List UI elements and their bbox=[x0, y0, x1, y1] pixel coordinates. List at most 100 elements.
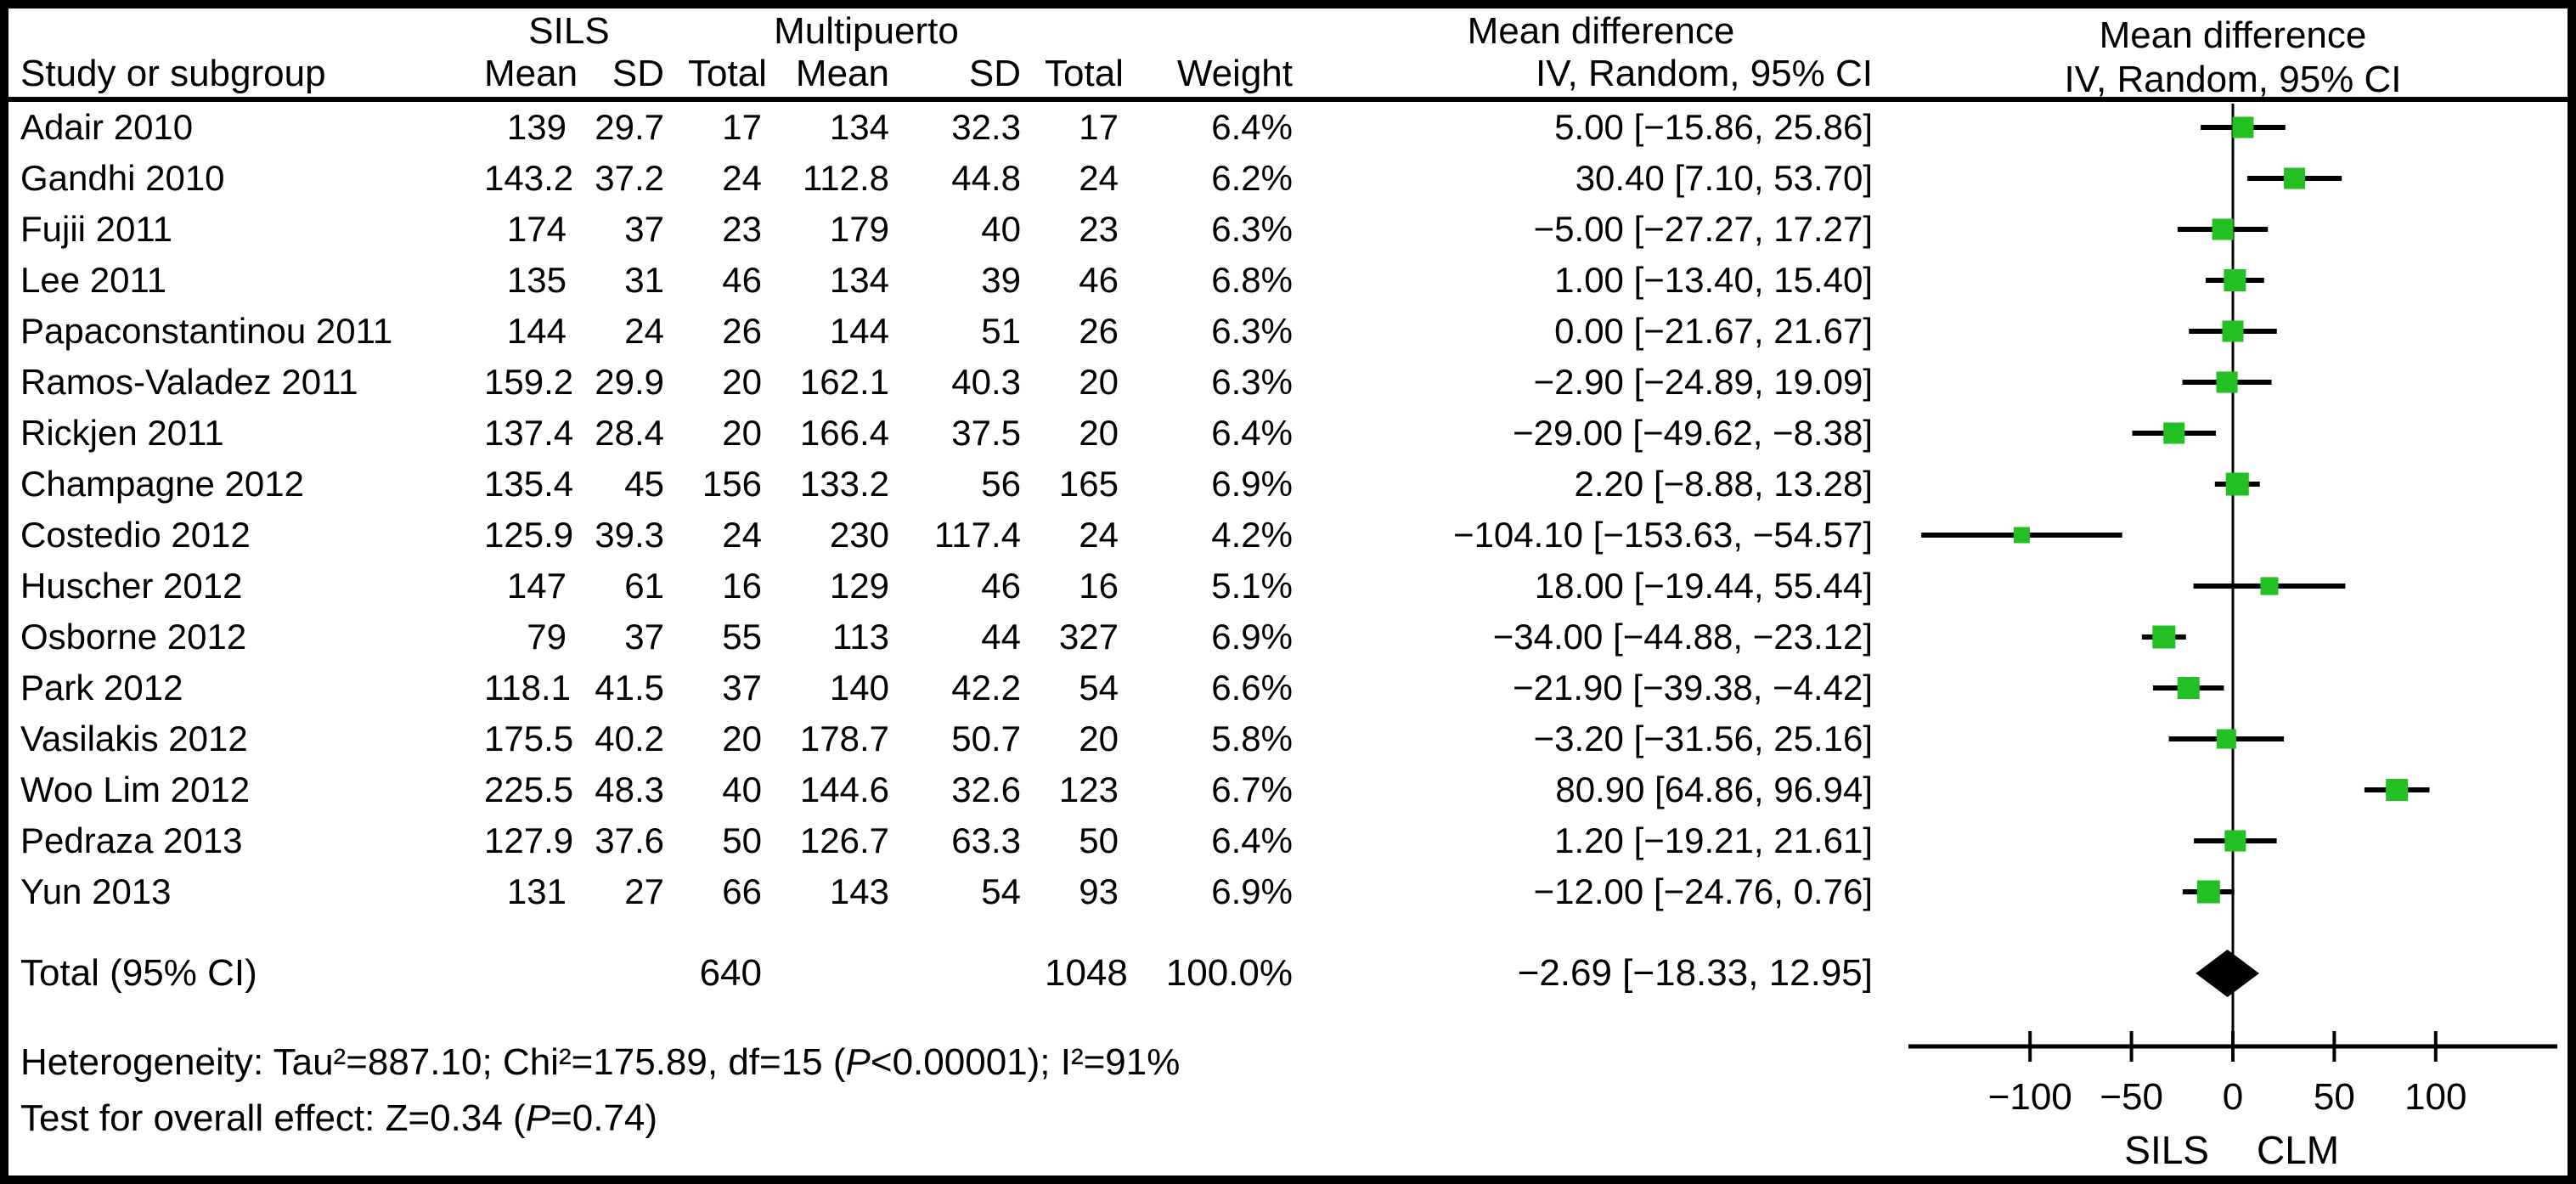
study-name: Lee 2011 bbox=[20, 260, 167, 300]
multi-mean: 144.6 bbox=[799, 770, 889, 809]
weight-value: 6.3% bbox=[1211, 209, 1293, 249]
multi-sd: 50.7 bbox=[951, 719, 1021, 758]
multi-total: 20 bbox=[1079, 719, 1119, 758]
total-diamond bbox=[2196, 950, 2259, 997]
effect-marker bbox=[2386, 779, 2409, 801]
total-weight: 100.0% bbox=[1165, 952, 1293, 994]
effect-marker bbox=[2177, 677, 2200, 699]
total-sd1-blank bbox=[590, 943, 688, 1004]
weight-value: 6.9% bbox=[1211, 617, 1293, 657]
sils-sd: 29.7 bbox=[595, 107, 664, 147]
weight-value: 6.6% bbox=[1211, 668, 1293, 708]
column-header-row: Study or subgroup Mean SD Total Mean SD … bbox=[8, 53, 1898, 95]
multi-sd: 44.8 bbox=[951, 158, 1021, 198]
study-row: Park 2012 118.1 41.5 37 140 42.2 54 6.6% −21.90 … bbox=[8, 662, 1898, 713]
ci-text: 5.00 [−15.86, 25.86] bbox=[1554, 107, 1873, 147]
multi-mean: 112.8 bbox=[803, 158, 889, 198]
study-name: Fujii 2011 bbox=[20, 209, 172, 249]
sils-mean: 135.4 bbox=[484, 464, 574, 504]
group1-header: SILS bbox=[528, 10, 610, 52]
sils-sd: 27 bbox=[624, 871, 664, 911]
total-mean2-blank bbox=[786, 943, 913, 1004]
study-row: Osborne 2012 79 37 55 113 44 327 6.9% −34.00 [−4… bbox=[8, 612, 1898, 662]
ci-text: −2.90 [−24.89, 19.09] bbox=[1533, 362, 1873, 402]
multi-mean: 162.1 bbox=[799, 362, 889, 402]
mean2-column-header: Mean bbox=[795, 53, 889, 94]
study-row: Pedraza 2013 127.9 37.6 50 126.7 63.3 50 6.4% 1.… bbox=[8, 815, 1898, 866]
weight-value: 6.9% bbox=[1211, 871, 1293, 911]
ci-text: −5.00 [−27.27, 17.27] bbox=[1533, 209, 1873, 249]
total-sd2-blank bbox=[913, 943, 1045, 1004]
md-column-title: Mean difference bbox=[1467, 10, 1735, 52]
study-name: Vasilakis 2012 bbox=[20, 719, 248, 758]
multi-sd: 51 bbox=[981, 311, 1021, 351]
study-rows: Adair 2010 139 29.7 17 134 32.3 17 6.4% 5.00 [−1… bbox=[8, 102, 1898, 917]
multi-mean: 126.7 bbox=[799, 820, 889, 860]
multi-mean: 134 bbox=[829, 260, 889, 300]
sils-total: 16 bbox=[722, 566, 762, 606]
sils-total: 26 bbox=[722, 311, 762, 351]
study-name: Gandhi 2010 bbox=[20, 158, 225, 198]
effect-marker bbox=[2196, 880, 2220, 904]
multi-sd: 39 bbox=[981, 260, 1021, 300]
multi-sd: 44 bbox=[981, 617, 1021, 657]
multi-mean: 133.2 bbox=[799, 464, 889, 504]
sils-total: 66 bbox=[722, 871, 762, 911]
study-row: Champagne 2012 135.4 45 156 133.2 56 165 6.9% 2.… bbox=[8, 459, 1898, 510]
multi-sd: 40.3 bbox=[951, 362, 1021, 402]
effect-marker bbox=[2225, 472, 2249, 496]
sils-total: 20 bbox=[722, 413, 762, 453]
study-name: Rickjen 2011 bbox=[20, 413, 224, 453]
multi-mean: 113 bbox=[832, 617, 889, 657]
md-column-subtitle: IV, Random, 95% CI bbox=[1535, 53, 1873, 94]
multi-sd: 54 bbox=[981, 871, 1021, 911]
ci-text: 1.20 [−19.21, 21.61] bbox=[1554, 820, 1873, 860]
total-mean1-blank bbox=[484, 943, 590, 1004]
study-name: Park 2012 bbox=[20, 668, 183, 708]
study-row: Vasilakis 2012 175.5 40.2 20 178.7 50.7 20 5.8%… bbox=[8, 713, 1898, 764]
weight-value: 4.2% bbox=[1211, 515, 1293, 555]
favours-right-label: CLM bbox=[2257, 1128, 2339, 1172]
multi-total: 50 bbox=[1079, 820, 1119, 860]
multi-sd: 42.2 bbox=[951, 668, 1021, 708]
ci-text: −104.10 [−153.63, −54.57] bbox=[1453, 515, 1873, 555]
sils-mean: 131 bbox=[506, 871, 566, 911]
multi-mean: 144 bbox=[829, 311, 889, 351]
multi-total: 24 bbox=[1079, 158, 1119, 198]
study-name: Costedio 2012 bbox=[20, 515, 251, 555]
sils-mean: 135 bbox=[506, 260, 566, 300]
sils-sd: 29.9 bbox=[595, 362, 664, 402]
sils-sd: 24 bbox=[624, 311, 664, 351]
total-n2: 1048 bbox=[1045, 952, 1128, 994]
sils-sd: 48.3 bbox=[595, 770, 664, 809]
study-row: Lee 2011 135 31 46 134 39 46 6.8% 1.00 [−13.40, … bbox=[8, 255, 1898, 306]
heterogeneity-line: Heterogeneity: Tau²=887.10; Chi²=175.89,… bbox=[20, 1035, 1180, 1091]
sils-mean: 159.2 bbox=[484, 362, 574, 402]
sils-sd: 40.2 bbox=[595, 719, 664, 758]
sils-sd: 37 bbox=[624, 209, 664, 249]
sils-sd: 37.2 bbox=[595, 158, 664, 198]
sils-mean: 174 bbox=[506, 209, 566, 249]
study-row: Fujii 2011 174 37 23 179 40 23 6.3% −5.00 [−27.2… bbox=[8, 204, 1898, 255]
weight-value: 6.4% bbox=[1211, 107, 1293, 147]
sils-mean: 125.9 bbox=[484, 515, 574, 555]
study-name: Ramos-Valadez 2011 bbox=[20, 362, 358, 402]
weight-column-header: Weight bbox=[1176, 53, 1293, 94]
plot-pane: Mean difference IV, Random, 95% CI −100 −50… bbox=[1898, 8, 2568, 1176]
study-row: Huscher 2012 147 61 16 129 46 16 5.1% 18.00 [−19… bbox=[8, 561, 1898, 612]
sils-total: 23 bbox=[722, 209, 762, 249]
multi-sd: 32.3 bbox=[951, 107, 1021, 147]
sd1-column-header: SD bbox=[612, 53, 664, 94]
mean1-column-header: Mean bbox=[484, 53, 578, 94]
sils-total: 20 bbox=[722, 719, 762, 758]
ci-text: −12.00 [−24.76, 0.76] bbox=[1533, 871, 1873, 911]
study-row: Gandhi 2010 143.2 37.2 24 112.8 44.8 24 6.2% 30.… bbox=[8, 153, 1898, 204]
study-column-header: Study or subgroup bbox=[20, 53, 326, 94]
effect-marker bbox=[2216, 729, 2236, 749]
weight-value: 5.8% bbox=[1211, 719, 1293, 758]
overall-effect-text-cont: =0.74) bbox=[550, 1097, 658, 1139]
overall-effect-text: Test for overall effect: Z=0.34 ( bbox=[20, 1097, 526, 1139]
multi-total: 16 bbox=[1079, 566, 1119, 606]
sils-sd: 61 bbox=[624, 566, 664, 606]
